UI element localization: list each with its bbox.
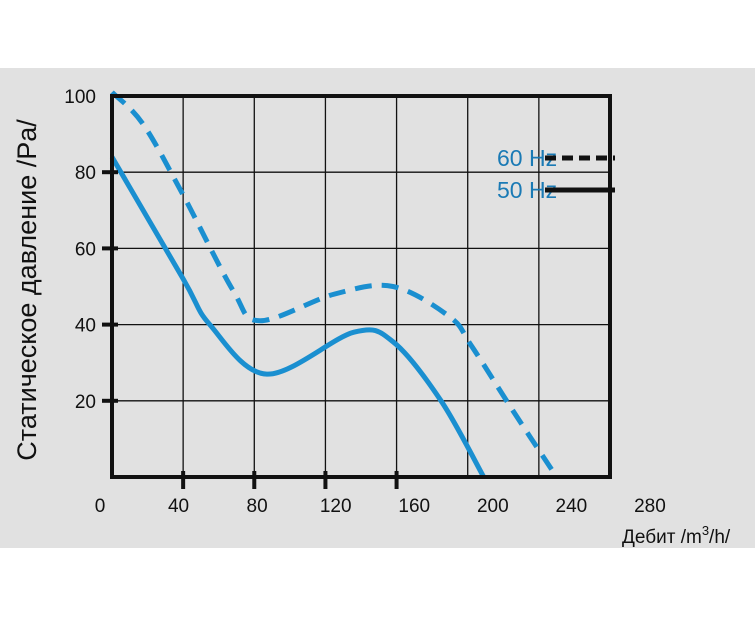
y-axis-label: Статическое давление /Pa/ xyxy=(12,119,42,461)
x-tick-label: 160 xyxy=(398,496,430,517)
x-tick-label: 280 xyxy=(634,496,666,517)
plot-frame xyxy=(110,94,612,479)
series-60hz-curve xyxy=(110,90,559,479)
y-tick-label: 20 xyxy=(75,392,96,413)
series-50hz-curve xyxy=(109,155,486,479)
y-tick-label: 40 xyxy=(75,316,96,337)
x-tick-label: 120 xyxy=(320,496,352,517)
y-tick-label: 80 xyxy=(75,163,96,184)
x-tick-label: 40 xyxy=(168,496,189,517)
x-tick-label: 0 xyxy=(95,496,106,517)
x-axis-label: Дебит /m3/h/ xyxy=(622,523,731,548)
x-tick-label: 80 xyxy=(247,496,268,517)
x-tick-label: 200 xyxy=(477,496,509,517)
y-tick-label: 100 xyxy=(64,87,96,108)
chart-background xyxy=(0,68,755,548)
y-tick-label: 60 xyxy=(75,239,96,260)
x-tick-label: 240 xyxy=(556,496,588,517)
